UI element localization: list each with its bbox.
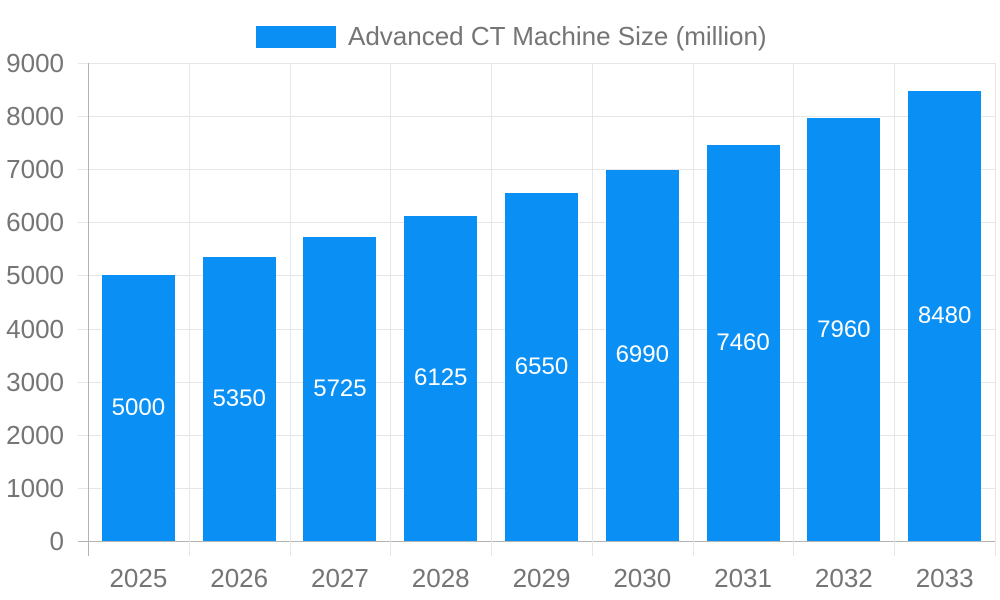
bar-value-label: 7460 — [716, 328, 770, 356]
bar-2031[interactable]: 7460 — [706, 144, 780, 541]
bar-value-label: 5000 — [111, 394, 166, 422]
y-tick-label: 2000 — [6, 419, 64, 450]
x-tick-label: 2032 — [814, 563, 873, 593]
x-tick-label: 2025 — [109, 563, 168, 593]
gridline-v — [995, 63, 996, 556]
x-tick-label: 2028 — [411, 563, 470, 593]
gridline-h — [78, 116, 995, 118]
bar-value-label: 6125 — [414, 364, 468, 392]
bar-2032[interactable]: 7960 — [807, 118, 881, 541]
gridline-h — [78, 63, 995, 64]
y-tick-label: 8000 — [6, 101, 64, 132]
gridline-v — [188, 63, 190, 556]
legend-label: Advanced CT Machine Size (million) — [348, 21, 767, 51]
x-tick-label: 2033 — [915, 563, 974, 593]
y-tick-label: 1000 — [6, 472, 64, 503]
gridline-v — [793, 63, 795, 556]
y-tick-label: 6000 — [6, 207, 64, 238]
y-tick-label: 7000 — [6, 154, 64, 185]
y-tick-label: 5000 — [6, 260, 64, 291]
x-tick-label: 2026 — [210, 563, 269, 593]
bar-value-label: 6550 — [514, 353, 569, 381]
bar-value-label: 5350 — [212, 384, 266, 412]
gridline-v — [692, 63, 694, 556]
y-tick-label: 9000 — [6, 48, 64, 78]
plot-area: 0 1000 2000 3000 4000 5000 6000 7000 8000 9000 500… — [6, 50, 996, 591]
gridline-v — [289, 63, 291, 556]
bar-2027[interactable]: 5725 — [303, 236, 377, 541]
y-tick-label: 0 — [49, 526, 64, 556]
x-tick-label: 2029 — [512, 563, 571, 593]
gridline-h — [78, 169, 995, 171]
bar-2033[interactable]: 8480 — [908, 90, 982, 541]
bar-2026[interactable]: 5350 — [202, 256, 276, 541]
bar-2028[interactable]: 6125 — [404, 215, 478, 541]
gridline-v — [591, 63, 593, 556]
bar-value-label: 5725 — [313, 374, 367, 402]
y-axis-line — [88, 63, 89, 556]
gridline-v — [894, 63, 896, 556]
bar-value-label: 7960 — [817, 315, 871, 343]
legend[interactable]: Advanced CT Machine Size (million) — [256, 21, 767, 52]
legend-swatch — [256, 25, 336, 48]
y-tick-label: 4000 — [6, 313, 64, 344]
x-tick-label: 2031 — [714, 563, 772, 593]
bar-value-label: 8480 — [917, 301, 972, 329]
gridline-v — [491, 63, 493, 556]
bar-value-label: 6990 — [615, 341, 669, 369]
gridline-v — [390, 63, 392, 556]
y-tick-label: 3000 — [6, 366, 64, 397]
bar-2030[interactable]: 6990 — [605, 169, 679, 541]
bar-2025[interactable]: 5000 — [101, 275, 175, 541]
x-tick-label: 2030 — [613, 563, 672, 593]
x-axis-baseline — [78, 541, 995, 542]
x-tick-label: 2027 — [311, 563, 369, 593]
bar-2029[interactable]: 6550 — [505, 193, 578, 541]
